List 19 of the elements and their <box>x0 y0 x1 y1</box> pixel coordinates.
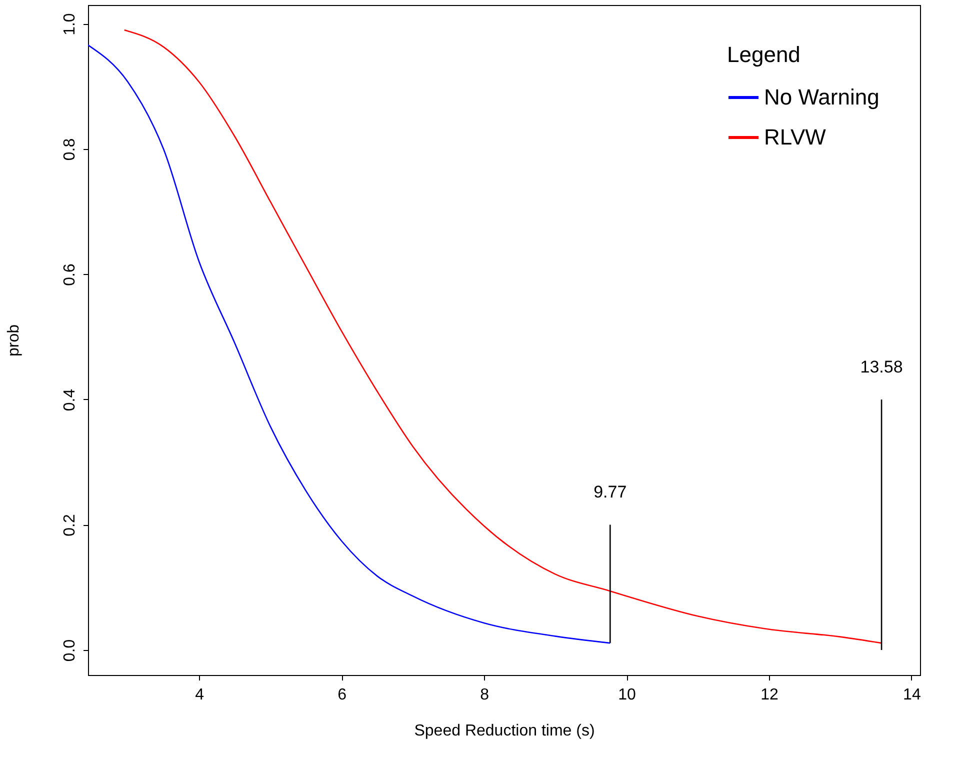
y-axis-title: prob <box>6 324 22 357</box>
y-tick-label: 0.2 <box>62 514 78 536</box>
x-tick-label: 10 <box>618 686 636 704</box>
y-tick-label: 0.8 <box>62 138 78 161</box>
legend-title: Legend <box>727 42 800 67</box>
y-tick-label: 0.6 <box>62 264 78 286</box>
y-tick-label: 1.0 <box>62 13 78 36</box>
y-tick-label: 0.0 <box>62 639 78 662</box>
x-tick-label: 14 <box>903 686 921 704</box>
x-tick-label: 6 <box>338 686 347 704</box>
annotation: 9.77 <box>594 482 627 502</box>
annotation: 13.58 <box>860 357 903 376</box>
y-tick-label: 0.4 <box>62 388 78 412</box>
x-tick-label: 4 <box>195 686 204 704</box>
x-axis-title: Speed Reduction time (s) <box>414 722 595 740</box>
x-tick-label: 8 <box>480 686 490 704</box>
x-tick-label: 12 <box>760 686 778 704</box>
legend-label: No Warning <box>764 84 880 110</box>
legend-label: RLVW <box>764 124 826 150</box>
